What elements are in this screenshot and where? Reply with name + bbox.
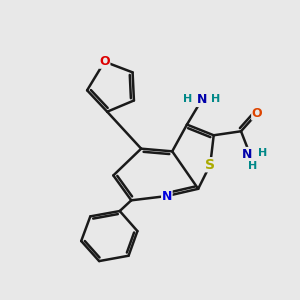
Text: O: O [252,107,262,120]
Text: N: N [196,93,207,106]
Text: O: O [99,55,110,68]
Text: H: H [211,94,220,103]
Text: N: N [162,190,172,202]
Text: N: N [242,148,252,160]
Text: S: S [205,158,215,172]
Text: H: H [258,148,267,158]
Text: H: H [183,94,192,103]
Text: H: H [248,161,257,171]
